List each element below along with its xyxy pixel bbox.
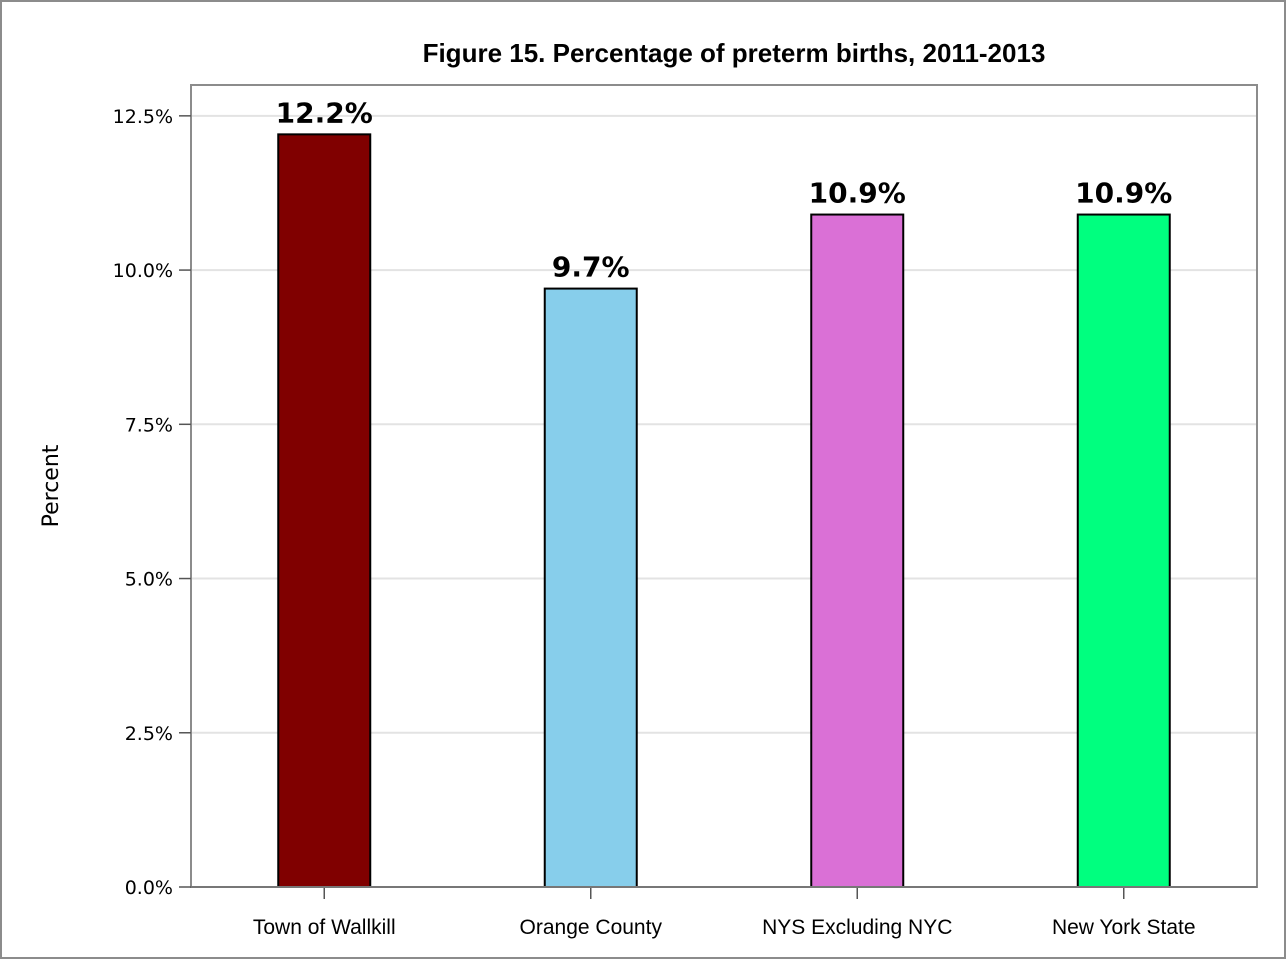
data-label: 12.2% (276, 96, 373, 129)
y-tick-label: 12.5% (113, 106, 173, 128)
x-tick-label: Orange County (520, 916, 663, 939)
y-tick-label: 10.0% (113, 260, 173, 282)
data-label: 10.9% (809, 177, 906, 210)
y-axis-label: Percent (39, 444, 64, 527)
x-tick-label: New York State (1052, 916, 1196, 939)
bar (277, 133, 372, 889)
x-tick-label: Town of Wallkill (253, 916, 396, 939)
data-label: 9.7% (552, 251, 630, 284)
x-tick-label: NYS Excluding NYC (762, 916, 952, 939)
data-label: 10.9% (1075, 177, 1172, 210)
y-tick-label: 2.5% (125, 723, 173, 745)
bar (1076, 213, 1171, 889)
y-tick-label: 7.5% (125, 414, 173, 436)
bar (543, 287, 638, 889)
x-axis: Town of Wallkill Orange County NYS Excludi… (191, 886, 1257, 939)
y-axis: 0.0% 2.5% 5.0% 7.5% 10.0% 12.5% (113, 106, 191, 899)
bars: 12.2% 9.7% 10.9% 10.9% (276, 96, 1172, 889)
chart-title: Figure 15. Percentage of preterm births,… (423, 38, 1046, 68)
y-tick-label: 0.0% (125, 877, 173, 899)
bar (810, 213, 905, 889)
y-tick-label: 5.0% (125, 569, 173, 591)
